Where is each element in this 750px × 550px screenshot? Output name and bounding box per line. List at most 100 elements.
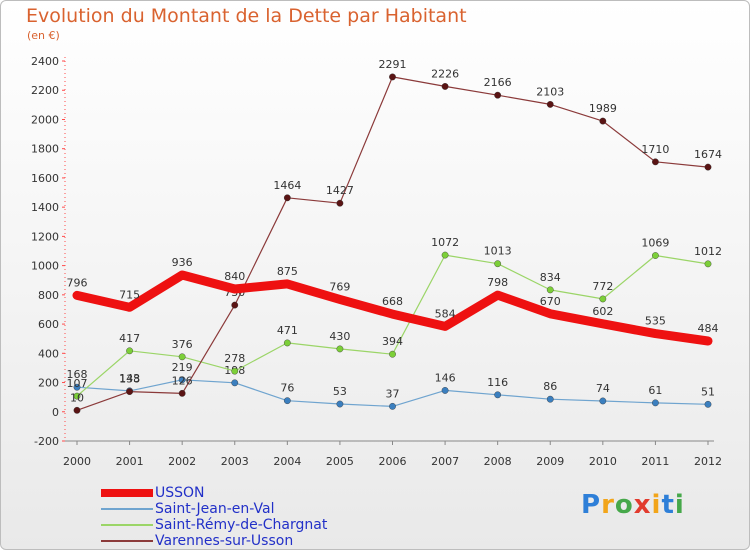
- data-label: 471: [277, 324, 298, 337]
- chart-title: Evolution du Montant de la Dette par Hab…: [26, 5, 467, 27]
- data-label: 798: [487, 276, 508, 289]
- data-point: [178, 389, 186, 397]
- data-label: 2291: [379, 58, 407, 71]
- data-label: 107: [67, 377, 88, 390]
- data-label: 143: [119, 372, 140, 385]
- data-label: 138: [119, 373, 140, 386]
- x-tick-label: 2001: [116, 455, 144, 468]
- data-point: [704, 400, 712, 408]
- x-tick-label: 2005: [326, 455, 354, 468]
- y-tick-label: 200: [38, 377, 59, 390]
- data-label: 484: [698, 322, 719, 335]
- y-tick-label: 2400: [31, 55, 59, 68]
- data-point: [73, 392, 81, 400]
- y-tick-label: 1400: [31, 201, 59, 214]
- logo-letter: t: [661, 490, 675, 520]
- y-tick-label: 800: [38, 289, 59, 302]
- data-label: 53: [333, 385, 347, 398]
- y-tick-label: 600: [38, 318, 59, 331]
- logo-letter: i: [651, 490, 662, 520]
- x-tick-label: 2011: [641, 455, 669, 468]
- logo-letter: r: [601, 490, 615, 520]
- logo-letter: x: [633, 490, 652, 520]
- x-tick-label: 2003: [221, 455, 249, 468]
- x-tick-label: 2002: [168, 455, 196, 468]
- data-point: [704, 163, 712, 171]
- data-point: [441, 387, 449, 394]
- x-tick-label: 2006: [379, 455, 407, 468]
- data-label: 715: [119, 288, 140, 301]
- data-label: 1674: [694, 148, 722, 161]
- data-point: [126, 388, 133, 395]
- data-point: [546, 286, 554, 294]
- y-tick-label: 1600: [31, 172, 59, 185]
- data-label: 61: [648, 384, 662, 397]
- data-point: [336, 199, 344, 207]
- data-point: [283, 339, 291, 347]
- data-point: [546, 101, 554, 108]
- legend-swatch: [101, 540, 153, 542]
- data-point: [231, 367, 239, 375]
- data-label: 670: [540, 295, 561, 308]
- data-label: 2103: [536, 85, 564, 98]
- data-label: 394: [382, 335, 403, 348]
- data-label: 2226: [431, 67, 459, 80]
- data-label: 834: [540, 271, 561, 284]
- data-label: 278: [224, 352, 245, 365]
- legend-swatch: [101, 524, 153, 526]
- data-point: [336, 400, 344, 408]
- x-tick-label: 2009: [536, 455, 564, 468]
- proxiti-logo: Proxiti: [581, 490, 685, 520]
- logo-letter: P: [581, 490, 602, 520]
- y-tick-label: 1000: [31, 260, 59, 273]
- x-tick-label: 2004: [273, 455, 301, 468]
- data-label: 1710: [641, 143, 669, 156]
- data-point: [599, 397, 607, 405]
- data-label: 376: [172, 338, 193, 351]
- data-point: [126, 347, 133, 355]
- data-label: 584: [435, 307, 456, 320]
- data-point: [441, 251, 449, 259]
- data-label: 168: [67, 368, 88, 381]
- x-tick-label: 2012: [694, 455, 722, 468]
- y-tick-label: -200: [34, 435, 59, 448]
- data-label: 1989: [589, 102, 617, 115]
- data-point: [73, 406, 81, 414]
- data-label: 840: [224, 270, 245, 283]
- y-tick-label: 0: [52, 406, 59, 419]
- x-tick-label: 2008: [484, 455, 512, 468]
- data-point: [652, 252, 659, 259]
- data-point: [599, 295, 607, 303]
- data-point: [231, 301, 239, 309]
- data-label: 668: [382, 295, 403, 308]
- data-label: 936: [172, 256, 193, 269]
- data-label: 116: [487, 376, 508, 389]
- logo-letter: o: [614, 490, 634, 520]
- x-tick-label: 2000: [63, 455, 91, 468]
- data-point: [178, 376, 186, 384]
- data-point: [389, 350, 396, 358]
- series-line-USSON: [72, 270, 713, 346]
- data-point: [283, 194, 291, 202]
- data-label: 602: [592, 305, 613, 318]
- data-point: [494, 260, 502, 268]
- legend-swatch: [101, 489, 153, 497]
- data-label: 772: [592, 280, 613, 293]
- data-point: [704, 260, 712, 268]
- data-point: [336, 345, 344, 353]
- data-label: 2166: [484, 76, 512, 89]
- data-label: 430: [329, 330, 350, 343]
- legend-swatch: [101, 508, 153, 510]
- data-label: 10: [70, 391, 84, 404]
- y-tick-label: 2200: [31, 84, 59, 97]
- chart-subtitle: (en €): [27, 29, 60, 42]
- data-point: [231, 379, 239, 387]
- data-label: 796: [67, 276, 88, 289]
- legend-label: Saint-Jean-en-Val: [155, 501, 275, 517]
- data-point: [599, 117, 607, 125]
- x-tick-label: 2010: [589, 455, 617, 468]
- y-tick-label: 1200: [31, 230, 59, 243]
- y-tick-label: 1800: [31, 143, 59, 156]
- data-point: [441, 83, 449, 90]
- legend-label: Saint-Rémy-de-Chargnat: [155, 517, 328, 533]
